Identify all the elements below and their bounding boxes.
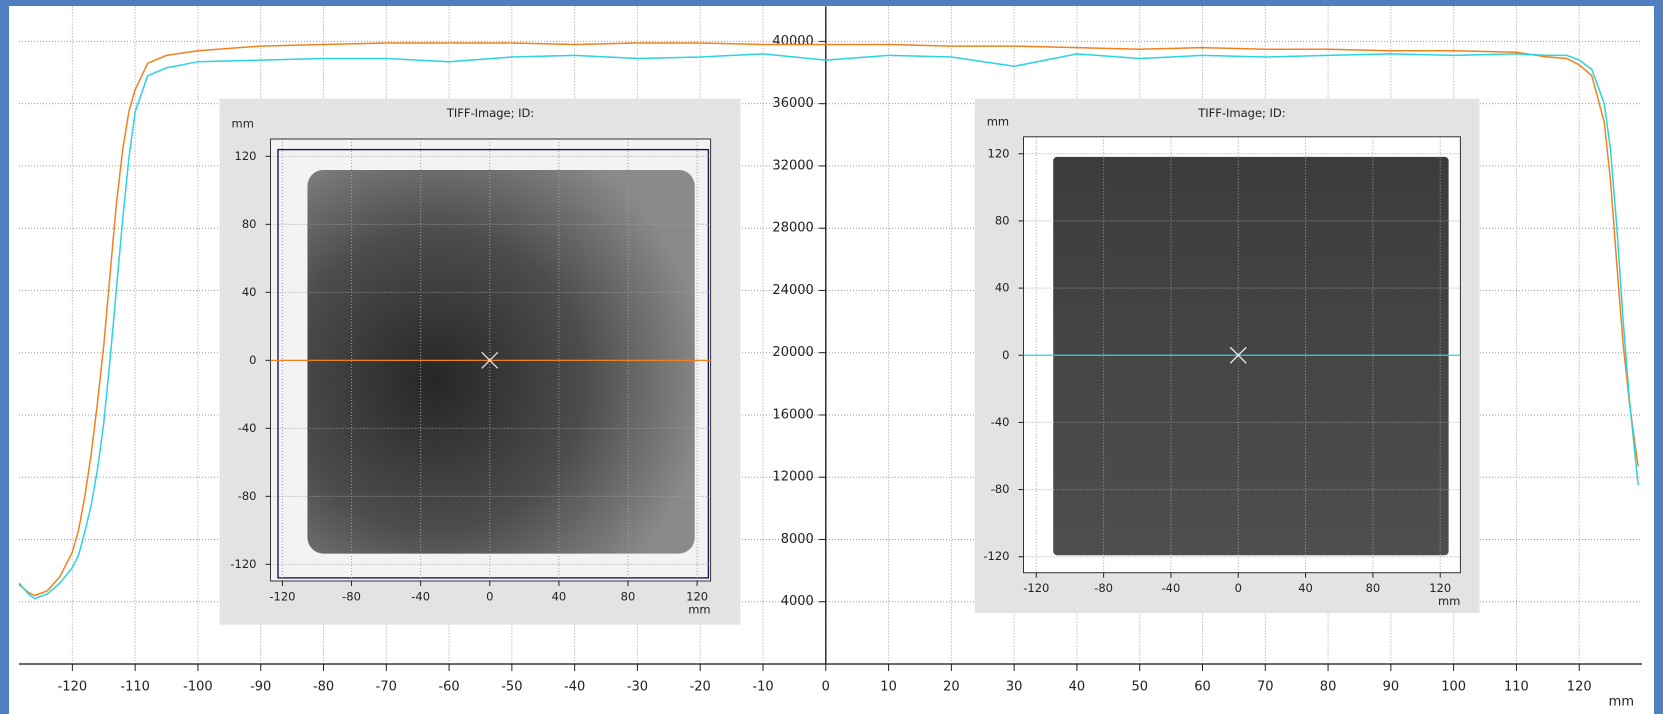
x-tick-label: -120 xyxy=(269,590,295,604)
y-tick-label: 80 xyxy=(242,217,257,231)
x-tick-label: -80 xyxy=(1094,581,1113,595)
x-tick-label: -120 xyxy=(1023,581,1049,595)
x-tick-label: 40 xyxy=(1069,680,1086,695)
frame-left xyxy=(0,0,9,714)
inset-title: TIFF-Image; ID: xyxy=(446,106,534,120)
frame-top xyxy=(0,0,1663,6)
x-tick-label: -110 xyxy=(120,680,150,695)
y-axis-label: mm xyxy=(987,114,1009,128)
y-tick-label: 4000 xyxy=(781,594,814,609)
x-axis-label: mm xyxy=(688,603,710,617)
x-tick-label: -10 xyxy=(752,680,773,695)
x-tick-label: 60 xyxy=(1194,680,1211,695)
y-tick-label: -120 xyxy=(983,549,1009,563)
x-tick-label: -80 xyxy=(313,680,334,695)
x-tick-label: -20 xyxy=(690,680,711,695)
profile-line xyxy=(18,53,1639,600)
x-tick-label: 10 xyxy=(880,680,897,695)
y-tick-label: 12000 xyxy=(772,470,813,485)
y-tick-label: 40000 xyxy=(772,34,813,49)
y-tick-label: 36000 xyxy=(772,96,813,111)
x-tick-label: 0 xyxy=(486,590,493,604)
x-tick-label: 80 xyxy=(1366,581,1381,595)
iso-contour xyxy=(277,148,710,579)
x-tick-label: 50 xyxy=(1131,680,1148,695)
inset-right: -120 -80 -40 0 40 80 120 -120 -80 -40 0 40 80 120 TIFF… xyxy=(974,98,1480,614)
center-cross xyxy=(481,351,499,369)
x-tick-label: 110 xyxy=(1504,680,1529,695)
x-tick-label: 80 xyxy=(1320,680,1337,695)
x-tick-label: -50 xyxy=(501,680,522,695)
y-tick-label: 16000 xyxy=(772,407,813,422)
x-tick-label: 80 xyxy=(621,590,636,604)
x-tick-label: -70 xyxy=(376,680,397,695)
x-tick-label: -40 xyxy=(1162,581,1181,595)
y-tick-label: 28000 xyxy=(772,221,813,236)
y-tick-label: 8000 xyxy=(781,532,814,547)
inset-left: -120 -80 -40 0 40 80 120 -120 -80 -40 0 40 80 120 TIFF… xyxy=(219,98,741,625)
x-tick-label: 20 xyxy=(943,680,960,695)
y-tick-label: 24000 xyxy=(772,283,813,298)
y-tick-label: 120 xyxy=(235,149,257,163)
y-tick-label: 40 xyxy=(242,285,257,299)
y-tick-label: 32000 xyxy=(772,158,813,173)
y-axis-label: mm xyxy=(232,117,254,131)
x-tick-label: 90 xyxy=(1383,680,1400,695)
inset-title: TIFF-Image; ID: xyxy=(1197,106,1285,120)
y-tick-label: 80 xyxy=(995,213,1010,227)
y-tick-label: -40 xyxy=(991,415,1010,429)
center-cross xyxy=(1229,346,1247,364)
x-tick-label: -40 xyxy=(564,680,585,695)
x-tick-label: 70 xyxy=(1257,680,1274,695)
image-field xyxy=(1053,156,1449,556)
x-tick-label: 40 xyxy=(552,590,567,604)
y-tick-label: 40 xyxy=(995,281,1010,295)
x-tick-label: 0 xyxy=(822,680,830,695)
y-tick-label: -120 xyxy=(230,557,256,571)
y-tick-label: -80 xyxy=(991,482,1010,496)
image-field xyxy=(307,169,695,554)
profile-line xyxy=(18,42,1639,597)
x-tick-label: -80 xyxy=(342,590,361,604)
x-tick-label: 30 xyxy=(1006,680,1023,695)
frame-right xyxy=(1654,0,1663,714)
y-tick-label: 0 xyxy=(249,353,256,367)
x-tick-label: -30 xyxy=(627,680,648,695)
x-tick-label: -90 xyxy=(250,680,271,695)
x-tick-label: 120 xyxy=(1567,680,1592,695)
y-tick-label: -40 xyxy=(238,421,257,435)
x-tick-label: 0 xyxy=(1235,581,1242,595)
x-axis-label: mm xyxy=(1438,594,1460,608)
y-tick-label: 0 xyxy=(1002,348,1009,362)
x-tick-label: -100 xyxy=(183,680,213,695)
x-tick-label: 100 xyxy=(1441,680,1466,695)
x-axis-label: mm xyxy=(1609,695,1634,710)
x-tick-label: -60 xyxy=(438,680,459,695)
y-tick-label: -80 xyxy=(238,489,257,503)
y-tick-label: 120 xyxy=(988,146,1010,160)
y-tick-label: 20000 xyxy=(772,345,813,360)
x-tick-label: 120 xyxy=(686,590,708,604)
x-tick-label: 120 xyxy=(1429,581,1451,595)
x-tick-label: -40 xyxy=(411,590,430,604)
x-tick-label: 40 xyxy=(1298,581,1313,595)
x-tick-label: -120 xyxy=(58,680,88,695)
